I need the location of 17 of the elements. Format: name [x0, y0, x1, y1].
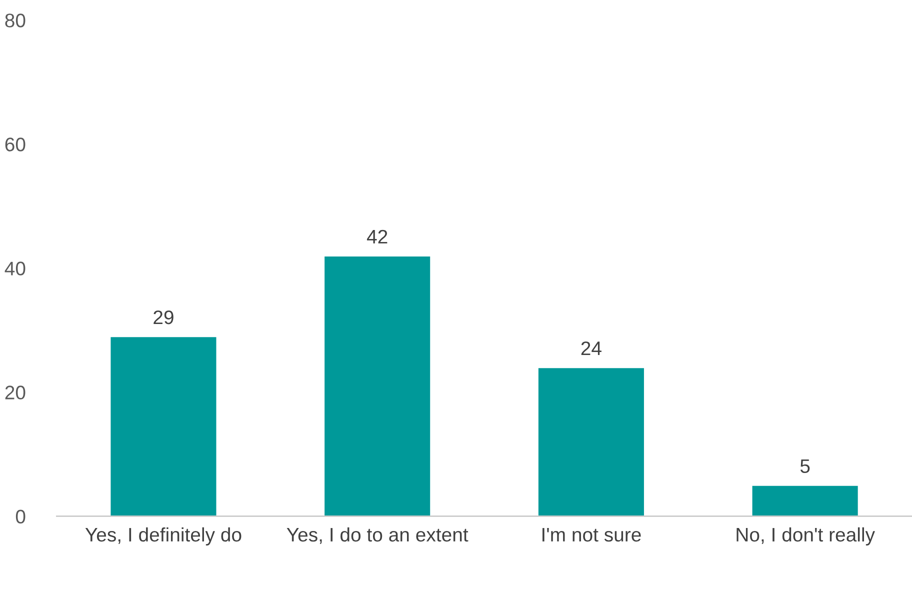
x-tick-label: Yes, I definitely do [85, 527, 242, 546]
data-label: 5 [800, 459, 810, 474]
bar [323, 255, 432, 516]
data-label: 24 [581, 341, 602, 356]
x-tick-label: Yes, I do to an extent [286, 527, 468, 544]
bar [750, 484, 860, 516]
y-tick-label: 60 [5, 138, 26, 152]
y-tick-label: 40 [4, 262, 26, 276]
bar [537, 366, 646, 516]
y-tick-label: 20 [5, 386, 26, 400]
x-tick-label: I'm not sure [542, 528, 641, 542]
y-tick-label: 80 [5, 14, 26, 28]
data-label: 42 [366, 230, 388, 244]
x-tick-label: No, I don't really [736, 527, 875, 546]
y-tick-label: 0 [16, 510, 26, 524]
data-label: 29 [154, 310, 174, 324]
bar [109, 336, 218, 516]
